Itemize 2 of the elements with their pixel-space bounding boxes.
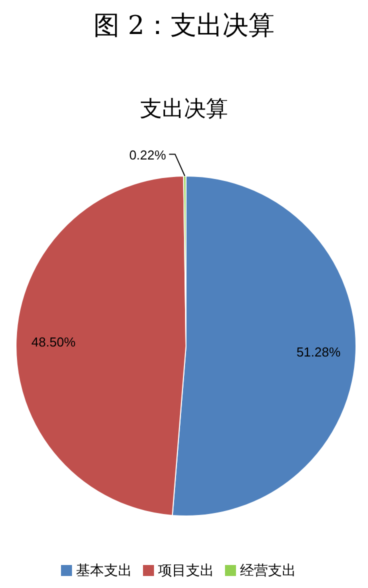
title: 图 2：支出决算 — [94, 11, 274, 41]
subtitle: 支出决算 — [140, 97, 228, 122]
